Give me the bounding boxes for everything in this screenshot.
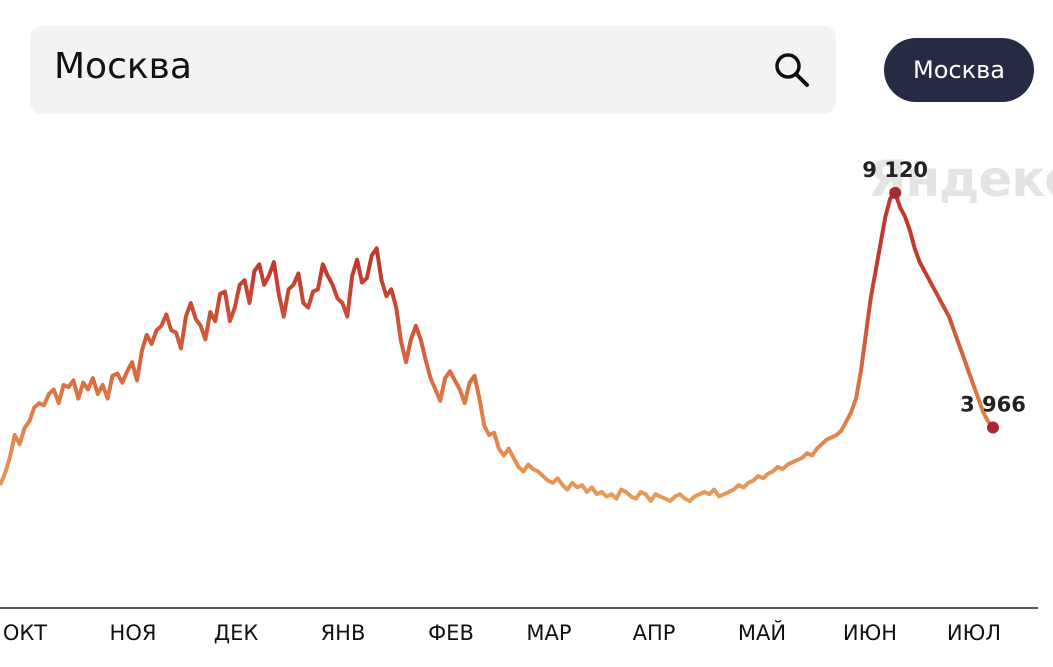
search-input[interactable]: Москва — [30, 26, 836, 114]
city-select-button[interactable]: Москва — [884, 38, 1034, 102]
x-tick-label: ИЮЛ — [947, 621, 1001, 645]
data-point-marker — [889, 186, 902, 199]
x-tick-label: МАЙ — [738, 620, 786, 645]
x-tick-label: ОКТ — [3, 621, 47, 645]
x-tick-label: ДЕК — [214, 621, 259, 645]
search-icon[interactable] — [772, 50, 812, 90]
data-point-marker — [987, 421, 999, 434]
data-label: 9 120 — [862, 158, 928, 182]
series-line — [0, 190, 995, 503]
x-tick-label: АПР — [633, 621, 676, 645]
cases-line-chart: ОКТ НОЯ ДЕК ЯНВ ФЕВ МАР АПР МАЙ ИЮН ИЮЛ 9 120 3 96… — [0, 158, 1038, 645]
search-input-value: Москва — [54, 46, 192, 87]
x-tick-label: МАР — [526, 621, 571, 645]
data-label: 3 966 — [960, 392, 1026, 416]
x-tick-label: ЯНВ — [321, 621, 366, 645]
x-tick-label: НОЯ — [110, 621, 157, 645]
x-tick-label: ФЕВ — [428, 621, 474, 645]
x-tick-label: ИЮН — [843, 621, 897, 645]
